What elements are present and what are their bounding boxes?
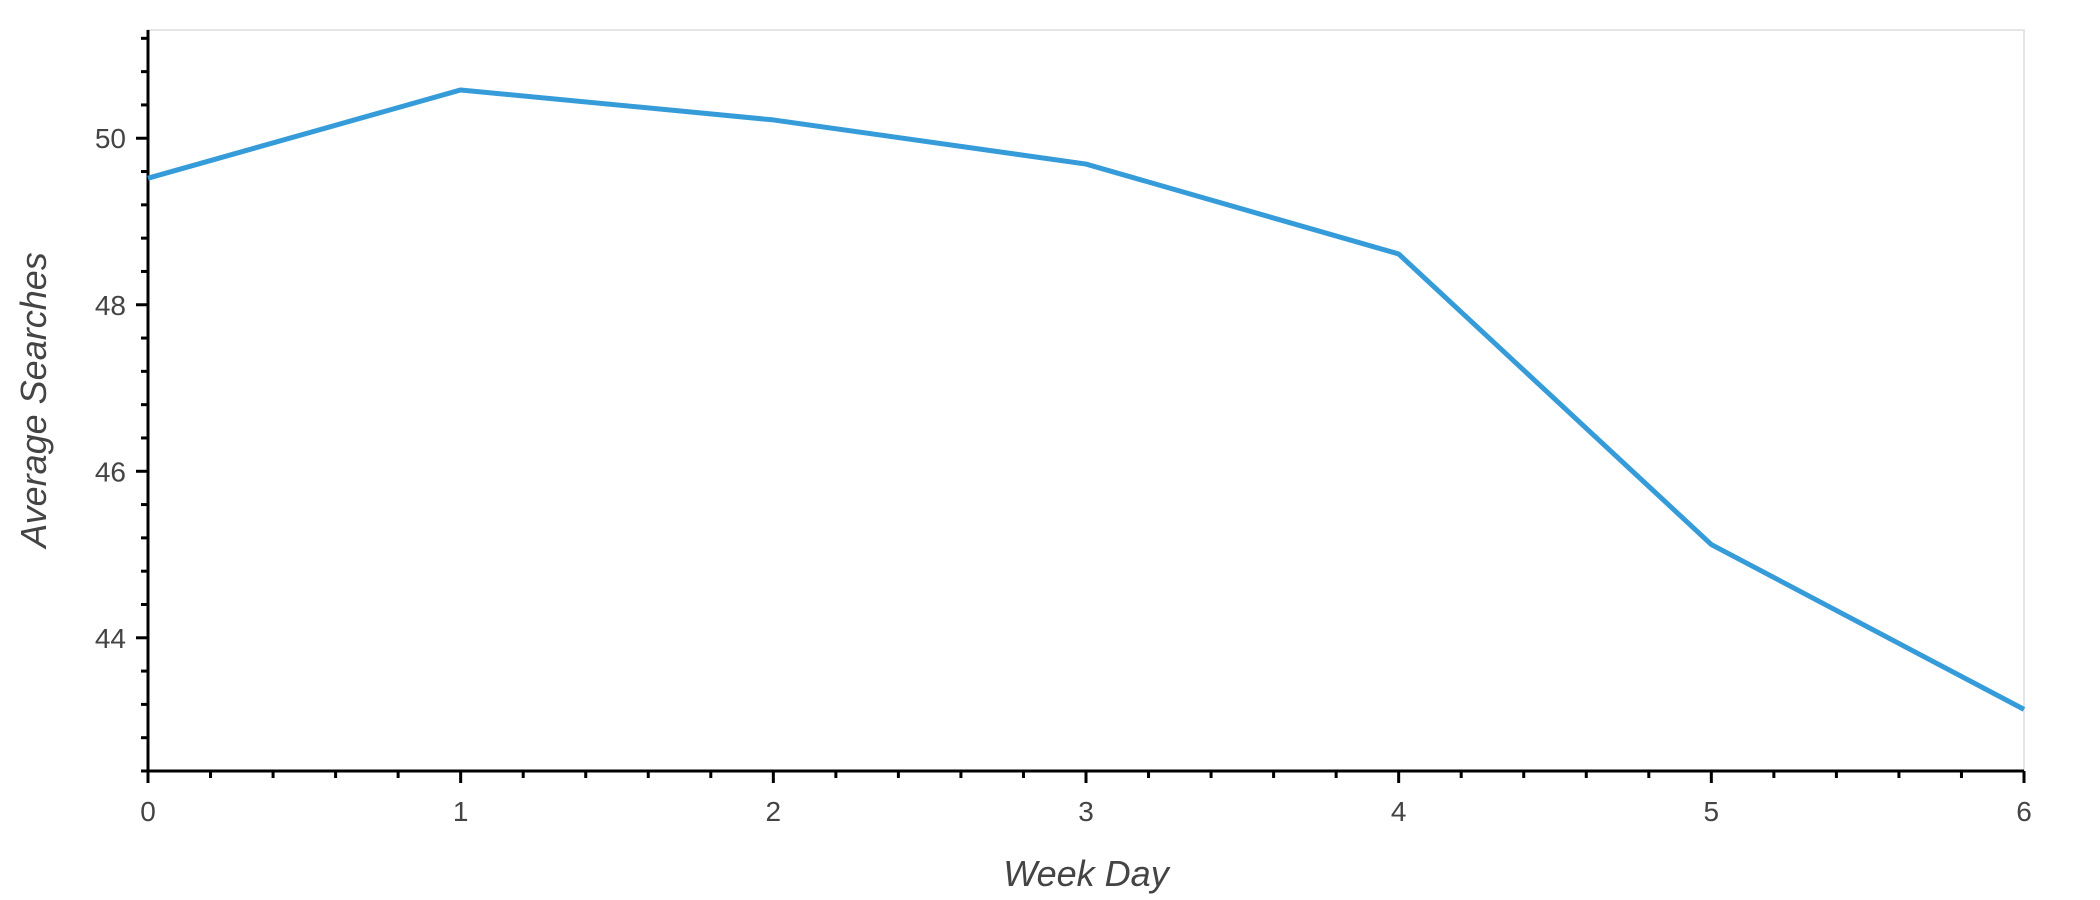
x-axis-title: Week Day [1003,853,1170,894]
y-axis: 44 46 48 50 [95,30,150,773]
x-tick-label: 5 [1704,796,1720,827]
x-tick-label: 1 [453,796,469,827]
y-axis-title: Average Searches [13,252,54,550]
x-tick-label: 6 [2016,796,2032,827]
x-tick-label: 3 [1078,796,1094,827]
x-tick-label: 4 [1391,796,1407,827]
series-line-0 [147,87,2026,712]
plot-frame [147,29,2025,772]
x-tick-label: 2 [766,796,782,827]
x-tick-label: 0 [140,796,156,827]
series-layer [147,87,2026,712]
y-tick-label: 44 [95,623,126,654]
y-tick-label: 46 [95,456,126,487]
y-tick-label: 48 [95,290,126,321]
x-axis: 0 1 2 3 4 5 6 [140,769,2032,827]
y-tick-label: 50 [95,123,126,154]
